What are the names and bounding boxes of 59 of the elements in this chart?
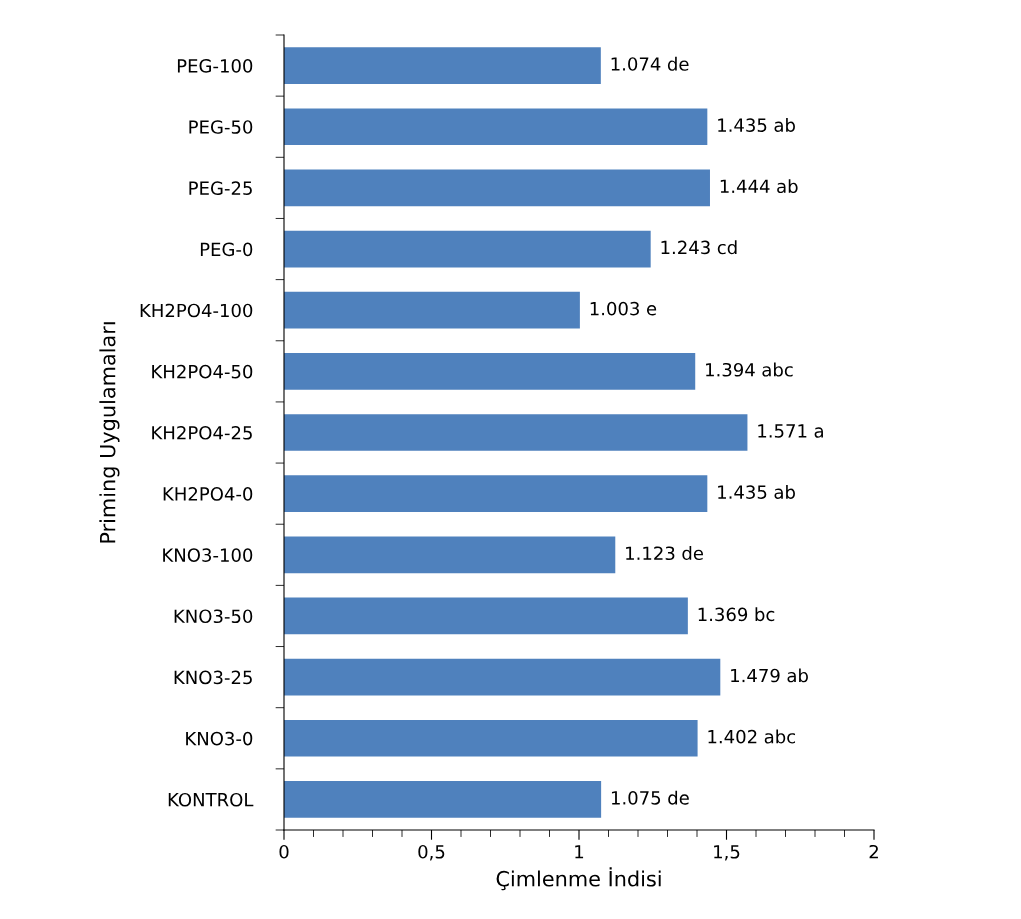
- x-tick-label: 1,5: [714, 845, 740, 861]
- data-label: 1.074: [611, 57, 661, 71]
- y-tick-label: KNO3-25: [174, 670, 252, 685]
- data-label: 1.435: [718, 485, 767, 499]
- annotation: e: [646, 305, 657, 316]
- bar: [284, 353, 696, 390]
- y-tick-label: PEG-25: [189, 181, 252, 195]
- y-axis-title: Priming Uygulamaları: [99, 322, 120, 543]
- annotation: de: [667, 56, 689, 71]
- y-tick-label: PEG-0: [200, 242, 253, 257]
- y-tick-label: PEG-50: [189, 120, 253, 134]
- annotation: de: [668, 790, 689, 805]
- bar: [284, 597, 688, 635]
- annotation: bc: [755, 607, 775, 622]
- annotation: ab: [774, 484, 795, 499]
- annotation: ab: [774, 117, 795, 132]
- annotation: ab: [787, 668, 808, 683]
- y-tick-label: KH2PO4-0: [163, 487, 253, 501]
- x-tick-label: 0: [279, 844, 289, 859]
- data-label: 1.402: [708, 729, 757, 744]
- bar: [284, 414, 748, 451]
- y-tick-label: KNO3-0: [186, 731, 253, 746]
- bar: [284, 658, 721, 696]
- annotation: de: [682, 546, 703, 561]
- bar: [284, 108, 708, 146]
- y-tick-label: KNO3-100: [163, 548, 253, 562]
- x-axis-title: Çimlenme İndisi: [496, 867, 661, 891]
- x-tick-label: 1: [575, 845, 584, 859]
- data-label: 1.075: [611, 791, 661, 805]
- data-label: 1.369: [698, 607, 748, 622]
- y-tick-label: KH2PO4-50: [152, 364, 253, 379]
- bar: [284, 781, 602, 818]
- data-label: 1.394: [706, 362, 755, 377]
- bar: [284, 291, 580, 329]
- data-label: 1.571: [758, 424, 807, 438]
- y-tick-label: PEG-100: [177, 59, 253, 73]
- bar: [284, 47, 601, 84]
- annotation: a: [814, 427, 823, 438]
- data-label: 1.003: [590, 301, 639, 316]
- y-tick-label: KNO3-50: [174, 609, 253, 624]
- bar: [284, 475, 708, 512]
- annotation: abc: [764, 729, 796, 744]
- data-label: 1.435: [718, 118, 767, 132]
- annotation: ab: [777, 179, 798, 194]
- x-tick-label: 0,5: [418, 844, 445, 861]
- data-label: 1.243: [661, 240, 710, 255]
- bar: [284, 230, 651, 268]
- bar: [284, 536, 616, 574]
- data-label: 1.123: [626, 546, 675, 561]
- y-tick-label: KH2PO4-25: [152, 425, 252, 440]
- bar: [284, 719, 698, 757]
- annotation: abc: [762, 362, 793, 377]
- data-label: 1.444: [720, 179, 770, 193]
- annotation: cd: [717, 240, 737, 255]
- data-label: 1.479: [731, 668, 780, 683]
- y-tick-label: KH2PO4-100: [140, 303, 253, 318]
- y-tick-label: KONTROL: [168, 792, 254, 807]
- bar: [284, 169, 710, 207]
- x-tick-label: 2: [869, 844, 878, 859]
